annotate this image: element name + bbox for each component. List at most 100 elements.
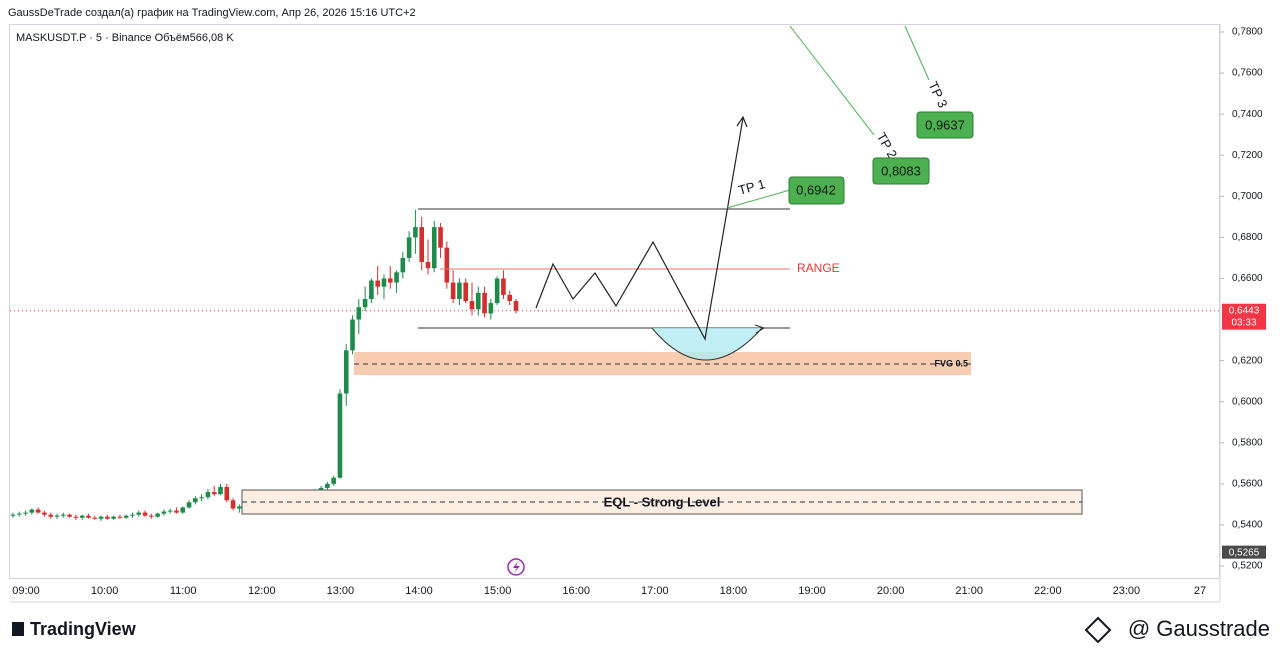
tp1-line: [726, 189, 791, 209]
candle-body: [438, 227, 443, 248]
candle-body: [23, 512, 28, 514]
x-tick-label: 10:00: [91, 585, 119, 597]
candle-body: [425, 262, 431, 269]
y-tick-label: 0,5800: [1232, 437, 1263, 448]
y-tick-label: 0,7000: [1232, 191, 1263, 202]
candle-body: [482, 292, 487, 314]
header-bar: [0, 0, 1280, 24]
x-tick-label: 17:00: [641, 585, 669, 597]
x-tick-label: 16:00: [562, 585, 590, 597]
projection-arrow: [736, 115, 748, 128]
y-tick-label: 0,7800: [1232, 27, 1263, 38]
candle-body: [61, 514, 66, 516]
range-label: RANGE: [797, 261, 840, 275]
y-tick-label: 0,7600: [1232, 68, 1263, 79]
price-label-box: [1222, 303, 1266, 330]
tp3-price-box: [916, 111, 974, 139]
candle-body: [400, 257, 406, 273]
candle-body: [48, 514, 54, 517]
candle-body: [105, 516, 110, 519]
tp1-label: TP 1: [737, 176, 767, 198]
y-tick-label: 0,6800: [1232, 232, 1263, 243]
candle-body: [98, 516, 104, 519]
fvg-label: FVG 0.5: [934, 358, 968, 368]
candle-body: [54, 515, 60, 517]
candle-body: [343, 350, 349, 394]
candle-body: [325, 483, 330, 488]
x-tick-label: 12:00: [248, 585, 276, 597]
x-tick-label: 20:00: [877, 585, 905, 597]
y-tick-label: 0,6600: [1232, 273, 1263, 284]
candle-body: [463, 282, 468, 302]
candle-body: [211, 492, 217, 495]
candle-body: [507, 294, 513, 302]
candle-body: [199, 497, 204, 499]
candle-body: [431, 227, 437, 269]
footer-brand: TradingView: [30, 619, 137, 639]
candle-body: [180, 507, 186, 513]
candle-body: [29, 509, 35, 513]
candle-body: [413, 227, 418, 238]
tp1-price-box: [788, 176, 845, 205]
header: GaussDeTrade создал(а) график на Trading…: [8, 7, 416, 19]
candle-body: [237, 506, 242, 509]
eql-label: EQL - Strong Level: [604, 494, 721, 509]
candle-body: [10, 514, 16, 516]
x-tick-label: 09:00: [12, 585, 40, 597]
candle-body: [16, 513, 22, 515]
price-label: 0,5265: [1229, 547, 1260, 558]
tp1-price: 0,6942: [796, 182, 836, 197]
logo-mark: [12, 622, 24, 636]
event-icon-bolt: [513, 561, 520, 573]
price-label-box: [1222, 545, 1266, 559]
candle-body: [469, 301, 475, 310]
candle-body: [79, 515, 85, 518]
candle-body: [488, 303, 494, 314]
bowl-arrow: [754, 324, 766, 334]
candle-body: [513, 301, 519, 311]
candle-body: [356, 307, 362, 320]
footer-author: @ Gausstrade: [1128, 616, 1270, 641]
candle-body: [67, 514, 72, 517]
y-tick-label: 0,7400: [1232, 109, 1263, 120]
candle-body: [111, 516, 116, 519]
y-tick-label: 0,5600: [1232, 478, 1263, 489]
candle-body: [494, 278, 500, 304]
candle-body: [167, 510, 173, 512]
candle-body: [218, 486, 223, 495]
y-tick-label: 0,5400: [1232, 520, 1263, 531]
candle-body: [362, 299, 368, 308]
candle-body: [205, 492, 211, 498]
candle-body: [394, 272, 399, 283]
candle-body: [161, 511, 167, 514]
candle-body: [224, 486, 230, 501]
candle-body: [369, 280, 374, 299]
y-tick-label: 0,5200: [1232, 561, 1263, 572]
price-label: 0,6443: [1229, 305, 1260, 316]
candle-body: [230, 500, 236, 509]
candle-body: [130, 514, 135, 516]
candle-body: [387, 278, 393, 283]
candle-body: [375, 280, 380, 287]
candle-body: [193, 498, 198, 503]
candle-body: [142, 512, 148, 516]
x-tick-label: 14:00: [405, 585, 433, 597]
y-tick-label: 0,7200: [1232, 150, 1263, 161]
candle-body: [42, 512, 47, 515]
x-tick-label: 21:00: [955, 585, 983, 597]
x-tick-label: 13:00: [327, 585, 355, 597]
projection-path: [535, 117, 744, 341]
candle-body: [73, 516, 79, 518]
x-tick-label: 15:00: [484, 585, 512, 597]
candle-body: [149, 515, 154, 517]
candle-body: [186, 502, 192, 508]
tp3-line: [904, 25, 930, 81]
candle-body: [92, 517, 98, 519]
tp3-price: 0,9637: [925, 117, 965, 132]
candle-body: [444, 247, 450, 283]
tp2-price-box: [872, 157, 930, 185]
candle-body: [457, 282, 462, 299]
author-logo: [1084, 616, 1112, 644]
tp2-price: 0,8083: [881, 163, 921, 178]
